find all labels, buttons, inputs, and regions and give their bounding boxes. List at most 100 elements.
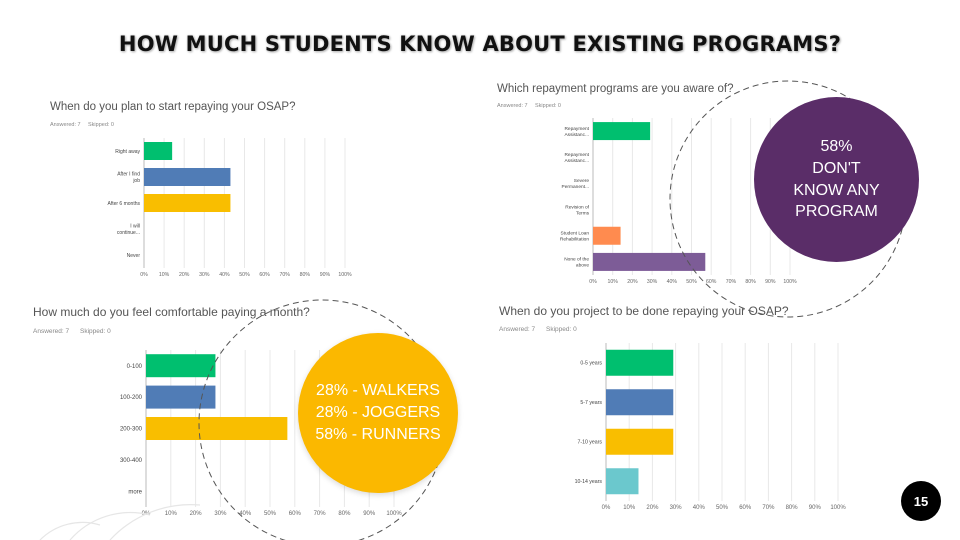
x-tick-label: 70%	[280, 272, 291, 278]
chart-done-repaying: 0% 10% 20% 30% 40% 50% 60% 70% 80% 90% 100% 0-5 yea…	[575, 343, 846, 511]
x-tick-label: 50%	[264, 511, 277, 517]
chart-start-repaying: 0% 10% 20% 30% 40% 50% 60% 70% 80% 90% 100% Right a…	[107, 138, 352, 278]
x-tick-label: 40%	[667, 279, 678, 285]
x-tick-label: 30%	[647, 279, 658, 285]
survey-1-question: When do you plan to start repaying your …	[50, 101, 296, 113]
category-label: job	[132, 178, 140, 184]
x-tick-label: 40%	[693, 505, 706, 511]
bar	[606, 389, 674, 416]
survey-3-answered: Answered: 7	[33, 328, 70, 335]
slide-title: HOW MUCH STUDENTS KNOW ABOUT EXISTING PR…	[118, 32, 842, 56]
category-label: 200-300	[120, 427, 143, 433]
callout-yellow-line-1: 28% - WALKERS	[316, 381, 440, 399]
survey-2-skipped: Skipped: 0	[535, 103, 561, 109]
x-tick-label: 90%	[363, 511, 376, 517]
callout-purple-line-1: 58%	[820, 138, 853, 156]
bar	[606, 428, 674, 455]
x-tick-label: 100%	[386, 511, 402, 517]
decor-arc-3	[109, 504, 201, 540]
callout-yellow-line-2: 28% - JOGGERS	[315, 403, 441, 421]
category-label: continue...	[117, 230, 140, 236]
survey-4-answered: Answered: 7	[499, 326, 536, 333]
x-tick-label: 30%	[199, 272, 210, 278]
category-label: Permanent...	[562, 184, 589, 190]
category-label: Rehabilitation	[560, 236, 589, 242]
category-label: After I find	[117, 172, 140, 178]
bar	[144, 194, 231, 212]
x-tick-label: 70%	[762, 505, 775, 511]
x-tick-label: 100%	[830, 505, 846, 511]
x-tick-label: 60%	[259, 272, 270, 278]
x-tick-label: 10%	[165, 511, 178, 517]
bar	[144, 142, 173, 160]
bar	[606, 468, 639, 495]
page-number-badge: 15	[901, 481, 941, 521]
decor-arc-1	[39, 521, 101, 540]
x-tick-label: 40%	[219, 272, 230, 278]
decor-arc-2	[69, 511, 151, 540]
category-label: 5-7 years	[580, 400, 602, 406]
callout-dont-know-program: 58% DON'T KNOW ANY PROGRAM	[754, 97, 919, 262]
x-tick-label: 0%	[602, 505, 611, 511]
bar	[593, 122, 651, 141]
bar	[144, 168, 231, 186]
bar	[593, 226, 621, 245]
x-tick-label: 10%	[623, 505, 636, 511]
x-tick-label: 20%	[190, 511, 203, 517]
x-tick-label: 50%	[686, 279, 697, 285]
x-tick-label: 80%	[786, 505, 799, 511]
callout-purple-line-4: PROGRAM	[795, 203, 878, 221]
category-label: Never	[127, 253, 141, 259]
x-tick-label: 40%	[239, 511, 252, 517]
category-label: 10-14 years	[575, 479, 603, 485]
x-tick-label: 100%	[338, 272, 352, 278]
x-tick-label: 80%	[745, 279, 756, 285]
x-tick-label: 0%	[589, 279, 597, 285]
callout-yellow-line-3: 58% - RUNNERS	[315, 426, 441, 444]
x-tick-label: 70%	[726, 279, 737, 285]
callout-payment-groups: 28% - WALKERS 28% - JOGGERS 58% - RUNNER…	[298, 333, 458, 493]
callout-purple-line-3: KNOW ANY	[793, 181, 880, 199]
x-tick-label: 90%	[809, 505, 822, 511]
x-tick-label: 80%	[300, 272, 311, 278]
category-label: Repayment	[564, 152, 589, 158]
x-tick-label: 70%	[314, 511, 327, 517]
x-tick-label: 10%	[159, 272, 170, 278]
x-tick-label: 80%	[338, 511, 351, 517]
x-tick-label: 90%	[320, 272, 331, 278]
category-label: Right away	[115, 149, 140, 155]
x-tick-label: 100%	[783, 279, 797, 285]
x-tick-label: 20%	[179, 272, 190, 278]
category-label: more	[128, 489, 142, 495]
bar	[146, 354, 216, 378]
bar	[146, 417, 288, 440]
bar	[146, 385, 216, 409]
category-label: Revision of	[565, 204, 589, 210]
category-label: 300-400	[120, 458, 143, 464]
category-label: 100-200	[120, 395, 143, 401]
x-tick-label: 60%	[289, 511, 302, 517]
survey-4-skipped: Skipped: 0	[546, 326, 577, 333]
survey-3-question: How much do you feel comfortable paying …	[33, 305, 310, 319]
x-tick-label: 50%	[239, 272, 250, 278]
category-label: Student Loan	[560, 230, 589, 236]
category-label: Assistanc...	[564, 132, 589, 138]
x-tick-label: 30%	[214, 511, 227, 517]
x-tick-label: 0%	[140, 272, 148, 278]
x-tick-label: 20%	[627, 279, 638, 285]
x-tick-label: 60%	[706, 279, 717, 285]
category-label: Severe	[574, 178, 590, 184]
category-label: above	[576, 263, 589, 269]
bar	[593, 252, 706, 271]
x-tick-label: 10%	[608, 279, 619, 285]
category-label: Repayment	[564, 126, 589, 132]
category-label: I will	[130, 224, 140, 230]
x-tick-label: 60%	[739, 505, 752, 511]
bar	[606, 349, 674, 376]
category-label: Assistanc...	[564, 158, 589, 164]
survey-3-skipped: Skipped: 0	[80, 328, 111, 335]
x-tick-label: 20%	[646, 505, 659, 511]
category-label: After 6 months	[107, 201, 140, 207]
